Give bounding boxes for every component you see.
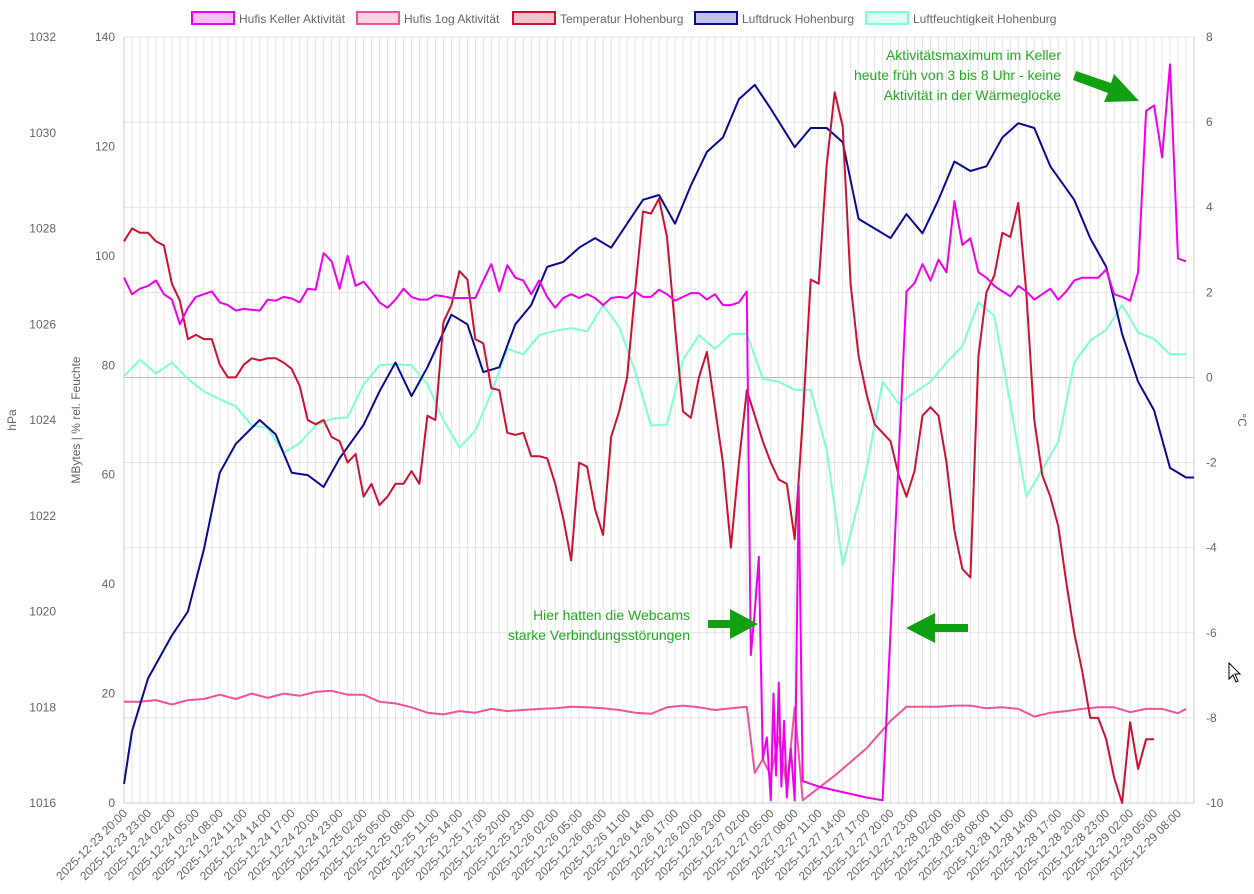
annotation-keller-text: heute früh von 3 bis 8 Uhr - keine	[854, 67, 1061, 83]
legend-label[interactable]: Luftfeuchtigkeit Hohenburg	[913, 12, 1056, 26]
legend-swatch[interactable]	[191, 11, 235, 25]
y-tick-label-celsius: 2	[1206, 285, 1213, 299]
y-tick-label-hpa: 1016	[29, 796, 56, 810]
legend-label[interactable]: Hufis Keller Aktivität	[239, 12, 346, 26]
axes: 1016101810201022102410261028103010320204…	[5, 30, 1249, 883]
series-line-hufis-keller-aktivit-t	[123, 63, 1187, 802]
y-tick-label-mbytes: 100	[95, 249, 115, 263]
series-line-hufis-1og-aktivit-t	[124, 689, 1187, 802]
legend-swatch[interactable]	[512, 11, 556, 25]
annotation-keller-text: Aktivitätsmaximum im Keller	[886, 47, 1061, 63]
y-tick-label-celsius: -6	[1206, 626, 1217, 640]
y-tick-label-hpa: 1024	[29, 413, 56, 427]
mouse-cursor-icon	[1228, 662, 1242, 683]
y-tick-label-celsius: 6	[1206, 115, 1213, 129]
arrow-down-right-icon	[1073, 71, 1139, 102]
annotations: Hier hatten die Webcams starke Verbindung…	[508, 47, 1139, 643]
series-line-temperatur-hohenburg	[123, 91, 1155, 804]
y-tick-label-celsius: 0	[1206, 370, 1213, 384]
y-axis-title-hpa: hPa	[5, 409, 19, 431]
y-tick-label-celsius: -10	[1206, 796, 1224, 810]
y-tick-label-hpa: 1028	[29, 222, 56, 236]
y-tick-label-mbytes: 140	[95, 30, 115, 44]
series-line-luftfeuchtigkeit-hohenburg	[123, 301, 1186, 566]
y-tick-label-hpa: 1032	[29, 30, 56, 44]
legend-label[interactable]: Hufis 1og Aktivität	[404, 12, 500, 26]
annotation-webcams-text: starke Verbindungsstörungen	[508, 627, 690, 643]
series-lines	[123, 63, 1194, 804]
y-tick-label-celsius: 4	[1206, 200, 1213, 214]
y-tick-label-mbytes: 40	[102, 577, 116, 591]
grid-lines	[123, 36, 1195, 804]
annotation-webcams-text: Hier hatten die Webcams	[533, 607, 690, 623]
y-tick-label-mbytes: 80	[102, 358, 116, 372]
legend-label[interactable]: Luftdruck Hohenburg	[742, 12, 854, 26]
y-axis-title-mbytes: MBytes | % rel. Feuchte	[69, 356, 83, 483]
y-tick-label-celsius: -2	[1206, 456, 1217, 470]
y-tick-label-mbytes: 0	[108, 796, 115, 810]
y-tick-label-hpa: 1022	[29, 509, 56, 523]
y-tick-label-mbytes: 60	[102, 468, 116, 482]
y-tick-label-mbytes: 120	[95, 139, 115, 153]
y-tick-label-celsius: -8	[1206, 711, 1217, 725]
arrow-left-icon	[906, 613, 968, 643]
y-tick-label-hpa: 1020	[29, 605, 56, 619]
arrow-right-icon	[708, 609, 758, 639]
y-tick-label-hpa: 1026	[29, 317, 56, 331]
y-axis-title-celsius: °C	[1235, 413, 1249, 427]
series-line-luftdruck-hohenburg	[123, 83, 1194, 785]
y-tick-label-hpa: 1030	[29, 126, 56, 140]
y-tick-label-mbytes: 20	[102, 687, 116, 701]
legend-swatch[interactable]	[356, 11, 400, 25]
legend[interactable]: Hufis Keller Aktivität Hufis 1og Aktivitä…	[191, 11, 1056, 26]
legend-swatch[interactable]	[694, 11, 738, 25]
y-tick-label-celsius: -4	[1206, 541, 1217, 555]
legend-swatch[interactable]	[865, 11, 909, 25]
annotation-keller-text: Aktivität in der Wärmeglocke	[884, 87, 1062, 103]
legend-label[interactable]: Temperatur Hohenburg	[560, 12, 683, 26]
y-tick-label-celsius: 8	[1206, 30, 1213, 44]
y-tick-label-hpa: 1018	[29, 700, 56, 714]
